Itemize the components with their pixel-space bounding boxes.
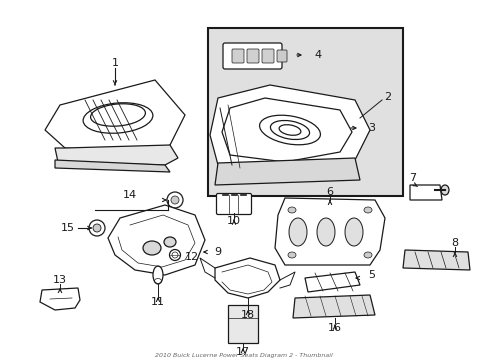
- Ellipse shape: [89, 220, 105, 236]
- Text: 4: 4: [314, 50, 321, 60]
- FancyBboxPatch shape: [216, 194, 251, 215]
- Text: 16: 16: [327, 323, 341, 333]
- FancyBboxPatch shape: [223, 43, 282, 69]
- Text: 6: 6: [326, 187, 333, 197]
- FancyBboxPatch shape: [262, 49, 273, 63]
- Polygon shape: [209, 85, 369, 175]
- Ellipse shape: [153, 266, 163, 284]
- Text: 10: 10: [226, 216, 241, 226]
- Ellipse shape: [440, 185, 448, 195]
- Ellipse shape: [167, 192, 183, 208]
- Ellipse shape: [163, 237, 176, 247]
- Text: 11: 11: [151, 297, 164, 307]
- Bar: [207, 28, 402, 196]
- FancyBboxPatch shape: [246, 49, 259, 63]
- Ellipse shape: [316, 218, 334, 246]
- Polygon shape: [305, 272, 359, 292]
- Ellipse shape: [363, 207, 371, 213]
- Ellipse shape: [363, 252, 371, 258]
- Ellipse shape: [169, 249, 180, 261]
- Polygon shape: [292, 295, 374, 318]
- FancyBboxPatch shape: [231, 49, 244, 63]
- Polygon shape: [274, 198, 384, 265]
- Ellipse shape: [287, 252, 295, 258]
- Polygon shape: [108, 205, 204, 275]
- Text: 5: 5: [368, 270, 375, 280]
- Polygon shape: [402, 250, 469, 270]
- Polygon shape: [215, 258, 280, 298]
- Ellipse shape: [345, 218, 362, 246]
- Text: 18: 18: [241, 310, 255, 320]
- Polygon shape: [55, 160, 170, 172]
- FancyBboxPatch shape: [276, 50, 286, 62]
- Text: 15: 15: [61, 223, 75, 233]
- Text: 9: 9: [214, 247, 221, 257]
- Text: 17: 17: [235, 347, 249, 357]
- Text: 2: 2: [384, 92, 391, 102]
- Polygon shape: [40, 288, 80, 310]
- Text: 1: 1: [111, 58, 118, 68]
- Bar: [227, 305, 258, 343]
- Polygon shape: [409, 185, 441, 200]
- Polygon shape: [45, 80, 184, 155]
- Ellipse shape: [142, 241, 161, 255]
- Text: 13: 13: [53, 275, 67, 285]
- Polygon shape: [55, 145, 178, 165]
- Text: 14: 14: [122, 190, 137, 200]
- Ellipse shape: [93, 224, 101, 232]
- Ellipse shape: [287, 207, 295, 213]
- Ellipse shape: [288, 218, 306, 246]
- Text: 2010 Buick Lucerne Power Seats Diagram 2 - Thumbnail: 2010 Buick Lucerne Power Seats Diagram 2…: [155, 354, 332, 359]
- Text: 12: 12: [184, 252, 199, 262]
- Ellipse shape: [171, 196, 179, 204]
- Text: 3: 3: [368, 123, 375, 133]
- Text: 7: 7: [408, 173, 416, 183]
- Text: 8: 8: [450, 238, 458, 248]
- Polygon shape: [215, 158, 359, 185]
